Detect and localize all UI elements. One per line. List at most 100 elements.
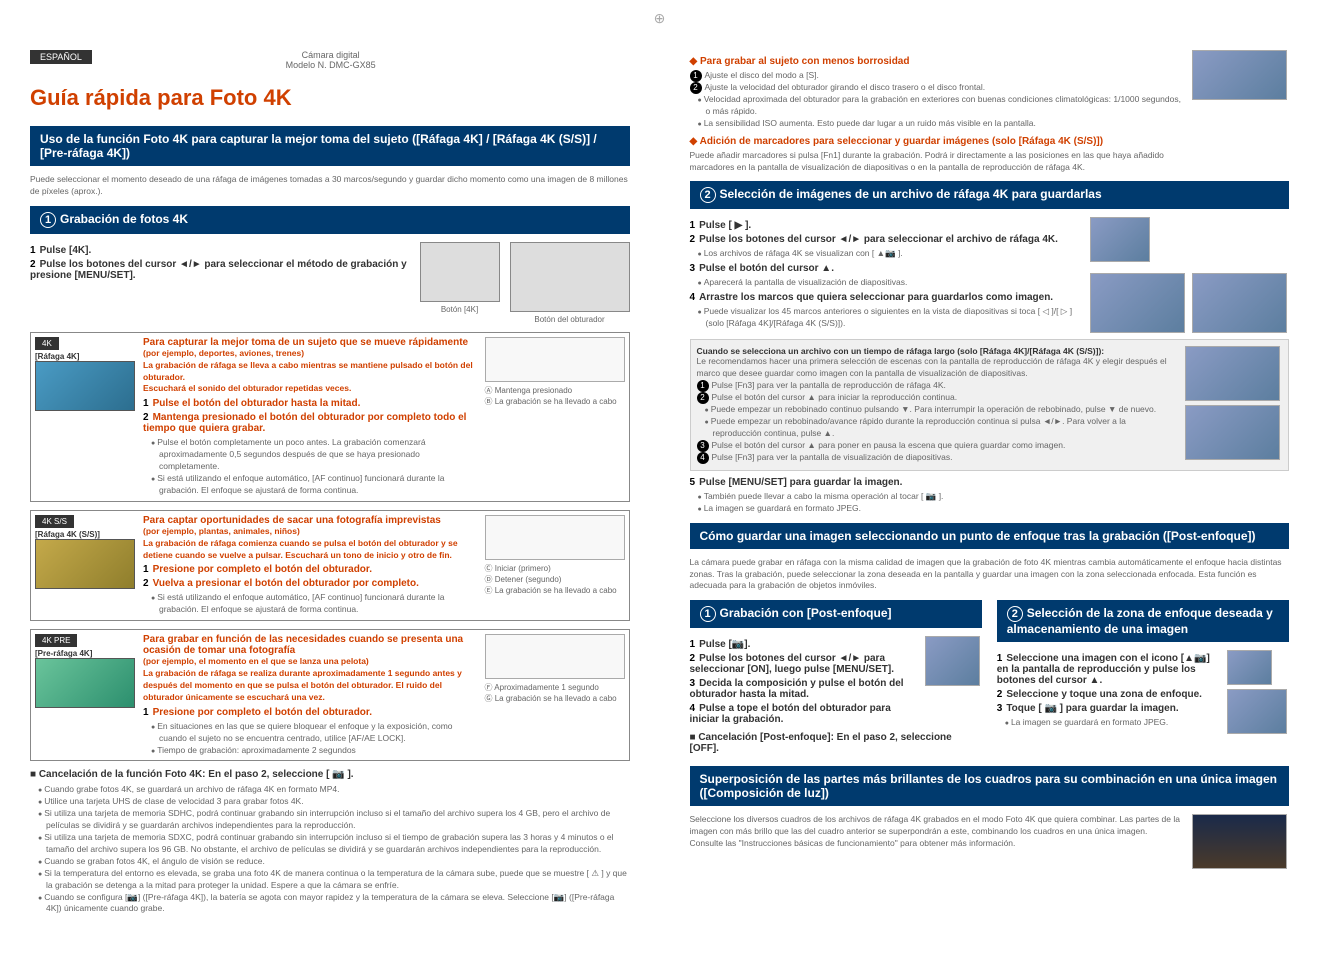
long-burst-box: Cuando se selecciona un archivo con un t…	[690, 339, 1290, 470]
sel-s3n: Aparecerá la pantalla de visualización d…	[698, 277, 1081, 289]
sel-s5: 5Pulse [MENU/SET] para guardar la imagen…	[690, 477, 1290, 488]
mode1-desc: La grabación de ráfaga se lleva a cabo m…	[143, 360, 477, 384]
left-column: ESPAÑOL Cámara digital Modelo N. DMC-GX8…	[0, 0, 660, 935]
sel-s3: 3Pulse el botón del cursor ▲.	[690, 263, 1081, 274]
post-c1s3: 3Decida la composición y pulse el botón …	[690, 678, 917, 700]
sel-thumb-icon	[1090, 217, 1150, 262]
lang-badge: ESPAÑOL	[30, 50, 92, 64]
mode1-name: [Ráfaga 4K]	[35, 352, 135, 361]
camera-type: Cámara digital	[286, 50, 376, 60]
mode3-n1: En situaciones en las que se quiere bloq…	[151, 721, 477, 745]
sel-bar-text: Selección de imágenes de un archivo de r…	[720, 187, 1102, 201]
mode1-n1: Pulse el botón completamente un poco ant…	[151, 437, 477, 473]
mode3-label: 4K PRE	[35, 634, 77, 647]
rec-bar-text: Grabación de fotos 4K	[60, 212, 188, 226]
mode3-n2: Tiempo de grabación: aproximadamente 2 s…	[151, 745, 477, 757]
mode3-thumb	[35, 658, 135, 708]
shutter-caption: Botón del obturador	[510, 315, 630, 324]
tip2-head: Adición de marcadores para seleccionar y…	[690, 136, 1183, 147]
mode2-box: 4K S/S [Ráfaga 4K (S/S)] Para captar opo…	[30, 510, 630, 621]
mode2-label: 4K S/S	[35, 515, 74, 528]
cancel-b3: Si utiliza una tarjeta de memoria SDHC, …	[38, 808, 630, 832]
box-head: Cuando se selecciona un archivo con un t…	[697, 346, 1105, 356]
mode2-s1: 1Presione por completo el botón del obtu…	[143, 564, 477, 575]
button-4k-image	[420, 242, 500, 302]
mode1-n2: Si está utilizando el enfoque automático…	[151, 473, 477, 497]
box-b3: 3Pulse el botón del cursor ▲ para poner …	[697, 440, 1176, 452]
mode3-ex: (por ejemplo, el momento en el que se la…	[143, 656, 477, 668]
cancel-b2: Utilice una tarjeta UHS de clase de velo…	[38, 796, 630, 808]
mode2-thumb	[35, 539, 135, 589]
mode2-diagram: Ⓒ Iniciar (primero) Ⓓ Detener (segundo) …	[485, 515, 625, 616]
post-c2-bar: 2Selección de la zona de enfoque deseada…	[997, 600, 1289, 642]
mode1-box: 4K [Ráfaga 4K] Para capturar la mejor to…	[30, 332, 630, 502]
circle-1b-icon: 1	[700, 606, 716, 622]
post-c1s4: 4Pulse a tope el botón del obturador par…	[690, 703, 917, 725]
post-bar: Cómo guardar una imagen seleccionando un…	[690, 523, 1290, 549]
mode3-diagram: Ⓕ Aproximadamente 1 segundo Ⓖ La grabaci…	[485, 634, 625, 756]
cancel-b4: Si utiliza una tarjeta de memoria SDXC, …	[38, 832, 630, 856]
mode3-name: [Pre-ráfaga 4K]	[35, 649, 135, 658]
mode1-s1: 1Pulse el botón del obturador hasta la m…	[143, 398, 477, 409]
model-info: Cámara digital Modelo N. DMC-GX85	[286, 50, 376, 70]
btn-4k-caption: Botón [4K]	[420, 305, 500, 314]
circle-2-icon: 2	[700, 187, 716, 203]
model-num: Modelo N. DMC-GX85	[286, 60, 376, 70]
post-c1s2: 2Pulse los botones del cursor ◄/► para s…	[690, 653, 917, 675]
sel-s2n: Los archivos de ráfaga 4K se visualizan …	[698, 248, 1081, 260]
mode2-name: [Ráfaga 4K (S/S)]	[35, 530, 135, 539]
cancel-b1: Cuando grabe fotos 4K, se guardará un ar…	[38, 784, 630, 796]
tip1-3: Velocidad aproximada del obturador para …	[698, 94, 1183, 118]
camera-image	[510, 242, 630, 312]
post-c2s3n: La imagen se guardará en formato JPEG.	[1005, 717, 1219, 729]
rec-step2: 2Pulse los botones del cursor ◄/► para s…	[30, 259, 410, 281]
mode2-desc: La grabación de ráfaga comienza cuando s…	[143, 538, 477, 562]
cancel-b6: Si la temperatura del entorno es elevada…	[38, 868, 630, 892]
mode3-box: 4K PRE [Pre-ráfaga 4K] Para grabar en fu…	[30, 629, 630, 761]
post-c2-img1	[1227, 650, 1272, 685]
mode2-head: Para captar oportunidades de sacar una f…	[143, 515, 477, 526]
comp-image	[1192, 814, 1287, 869]
box-b2b: Puede empezar un rebobinado/avance rápid…	[705, 416, 1176, 440]
post-c2s3: 3Toque [ 📷 ] para guardar la imagen.	[997, 703, 1219, 714]
mode1-label: 4K	[35, 337, 59, 350]
sel-s5n1: También puede llevar a cabo la misma ope…	[698, 491, 1290, 503]
comp-desc: Seleccione los diversos cuadros de los a…	[690, 814, 1183, 869]
mode3-desc: La grabación de ráfaga se realiza durant…	[143, 668, 477, 704]
post-c1-bar: 1Grabación con [Post-enfoque]	[690, 600, 982, 628]
sel-s5n2: La imagen se guardará en formato JPEG.	[698, 503, 1290, 515]
box-desc: Le recomendamos hacer una primera selecc…	[697, 356, 1176, 380]
sel-bar: 2 Selección de imágenes de un archivo de …	[690, 181, 1290, 209]
cancel4k-head: ■ Cancelación de la función Foto 4K: En …	[30, 769, 630, 780]
page-container: ESPAÑOL Cámara digital Modelo N. DMC-GX8…	[0, 0, 1319, 935]
rec-bar: 1 Grabación de fotos 4K	[30, 206, 630, 234]
circle-1-icon: 1	[40, 212, 56, 228]
tip1-4: La sensibilidad ISO aumenta. Esto puede …	[698, 118, 1183, 130]
usage-bar: Uso de la función Foto 4K para capturar …	[30, 126, 630, 166]
page-title: Guía rápida para Foto 4K	[30, 85, 630, 111]
post-intro: La cámara puede grabar en ráfaga con la …	[690, 557, 1290, 593]
mode1-ex: (por ejemplo, deportes, aviones, trenes)	[143, 348, 477, 360]
sel-screen2	[1192, 273, 1287, 333]
comp-bar: Superposición de las partes más brillant…	[690, 766, 1290, 806]
mode2-n1: Si está utilizando el enfoque automático…	[151, 592, 477, 616]
box-screen1	[1185, 346, 1280, 401]
mode1-head: Para capturar la mejor toma de un sujeto…	[143, 337, 477, 348]
sel-s2: 2Pulse los botones del cursor ◄/► para s…	[690, 234, 1081, 245]
box-b2: 2Pulse el botón del cursor ▲ para inicia…	[697, 392, 1176, 404]
post-c2s2: 2Seleccione y toque una zona de enfoque.	[997, 689, 1219, 700]
box-b1: 1Pulse [Fn3] para ver la pantalla de rep…	[697, 380, 1176, 392]
sel-s1: 1Pulse [ ▶ ].	[690, 220, 1081, 231]
right-column: Para grabar al sujeto con menos borrosid…	[660, 0, 1319, 935]
box-screen2	[1185, 405, 1280, 460]
tip1-2: 2Ajuste la velocidad del obturador giran…	[690, 82, 1183, 94]
cancel-b7: Cuando se configura [📷] ([Pre-ráfaga 4K]…	[38, 892, 630, 916]
post-c2s1: 1Seleccione una imagen con el icono [▲📷]…	[997, 653, 1219, 686]
sel-s4: 4Arrastre los marcos que quiera seleccio…	[690, 292, 1081, 303]
mode3-head: Para grabar en función de las necesidade…	[143, 634, 477, 656]
post-c1-cancel: ■ Cancelación [Post-enfoque]: En el paso…	[690, 732, 982, 754]
rec-step1: 1Pulse [4K].	[30, 245, 410, 256]
mode1-desc2: Escuchará el sonido del obturador repeti…	[143, 383, 477, 395]
tip1-1: 1Ajuste el disco del modo a [S].	[690, 70, 1183, 82]
cancel-b5: Cuando se graban fotos 4K, el ángulo de …	[38, 856, 630, 868]
